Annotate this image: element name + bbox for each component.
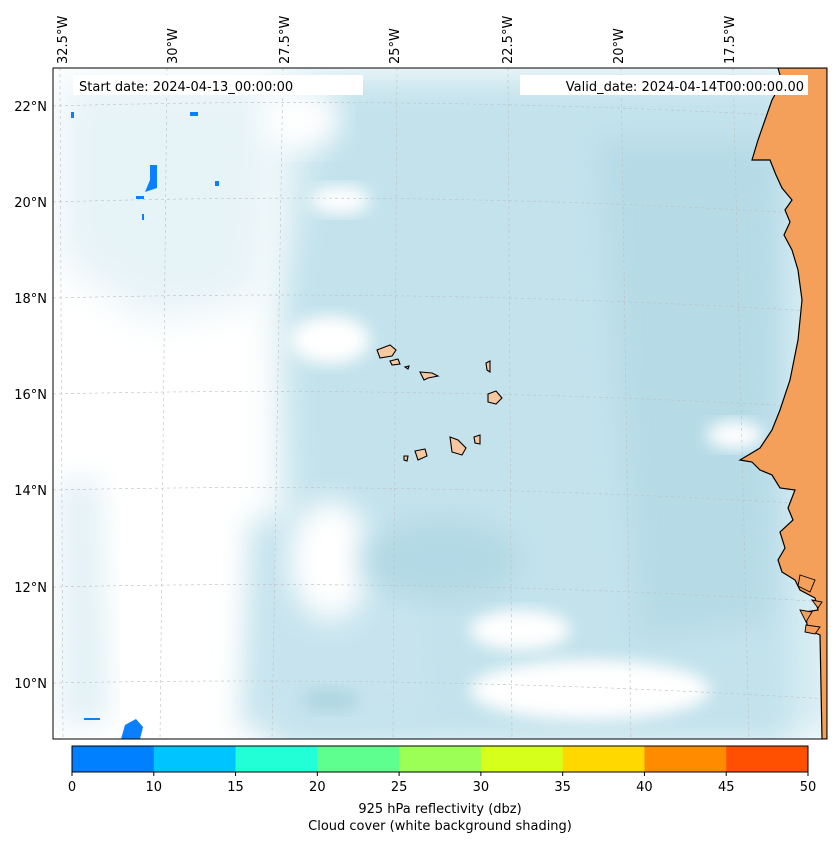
colorbar-frame (71, 745, 809, 773)
cloud-band-east (600, 140, 780, 640)
reflectivity-patches (71, 112, 219, 739)
cloud-clear-gap-2 (290, 316, 370, 364)
meridian-30W (159, 68, 168, 739)
colorbar-label-line1: 925 hPa reflectivity (dbz) (358, 802, 521, 817)
island-boa-vista (487, 390, 503, 405)
lon-label-2: 30°W (166, 28, 181, 64)
island-santiago (449, 436, 467, 456)
meridian-17-5W (732, 68, 750, 739)
cloud-clear-gap-4 (470, 610, 570, 650)
lon-label-5: 22.5°W (501, 16, 516, 64)
parallel-14N (53, 487, 827, 506)
cloud-west-thin (60, 80, 280, 320)
lon-label-1: 32.5°W (56, 16, 71, 64)
lon-label-7: 17.5°W (723, 16, 738, 64)
lon-label-4: 25°W (388, 28, 403, 64)
valid-date-banner (520, 75, 808, 95)
echo-4 (71, 112, 74, 118)
africa-coast-inlet (797, 574, 816, 593)
colorbar-label-line2: Cloud cover (white background shading) (308, 819, 572, 834)
echo-8 (142, 214, 144, 220)
colorbar-segment (726, 746, 809, 772)
colorbar-segment (399, 746, 482, 772)
cloud-dark-patch-1 (360, 520, 520, 600)
colorbar-segment (317, 746, 400, 772)
echo-2 (136, 196, 144, 199)
colorbar-segment (480, 746, 564, 772)
colorbar-tick-label: 30 (473, 780, 490, 795)
cloud-dark-patch-2 (300, 688, 360, 712)
colorbar: 0 10 15 20 25 30 35 40 45 50 (68, 745, 817, 795)
colorbar-tick-label: 35 (554, 780, 571, 795)
echo-7 (215, 181, 219, 186)
colorbar-tick-label: 50 (800, 780, 817, 795)
island-brava (403, 455, 409, 462)
island-sal (485, 360, 491, 374)
lat-label-3: 18°N (14, 292, 47, 307)
island-sao-vicente (389, 358, 401, 366)
cloud-clear-gap-7 (260, 90, 340, 150)
cape-verde-islands (376, 344, 503, 462)
cloud-clear-gap-6 (290, 500, 370, 620)
echo-5 (84, 718, 100, 720)
cloud-clear-gap-1 (310, 186, 370, 214)
parallel-20N (53, 197, 827, 216)
bijagos-islands (799, 599, 823, 635)
colorbar-tick-label: 0 (68, 780, 76, 795)
lon-label-6: 20°W (612, 28, 627, 64)
echo-3 (190, 112, 198, 116)
parallel-10N (53, 680, 827, 700)
colorbar-tick-label: 15 (227, 780, 244, 795)
start-date-text: Start date: 2024-04-13_00:00:00 (79, 80, 293, 95)
island-santo-antao (376, 344, 397, 359)
parallel-22N (53, 102, 827, 119)
island-maio (473, 434, 481, 445)
colorbar-tick-label: 20 (309, 780, 326, 795)
map-panel: Start date: 2024-04-13_00:00:00 Valid_da… (53, 68, 827, 739)
echo-6 (121, 719, 143, 739)
colorbar-segment (72, 746, 155, 772)
lat-label-4: 16°N (14, 388, 47, 403)
cloud-clear-gap-3 (470, 660, 710, 720)
colorbar-segment (153, 746, 237, 772)
meridian-22-5W (507, 68, 513, 739)
start-date-banner (73, 75, 363, 95)
echo-1 (145, 165, 157, 192)
lat-label-1: 22°N (14, 100, 47, 115)
colorbar-tick-label: 10 (146, 780, 163, 795)
gridlines (53, 68, 827, 739)
map-frame (52, 67, 828, 740)
colorbar-tick-label: 40 (636, 780, 653, 795)
colorbar-segment (562, 746, 645, 772)
cloud-west-strip (60, 480, 110, 730)
lat-label-6: 12°N (14, 581, 47, 596)
colorbar-tick-label: 25 (391, 780, 408, 795)
lat-label-7: 10°N (14, 677, 47, 692)
meridian-32-5W (59, 68, 64, 739)
lon-label-3: 27.5°W (278, 16, 293, 64)
latitude-labels: 22°N 20°N 18°N 16°N 14°N 12°N 10°N (14, 100, 47, 692)
meridian-27-5W (271, 68, 284, 739)
cloud-cover-shading (60, 68, 827, 739)
parallel-12N (53, 584, 827, 603)
colorbar-segment (235, 746, 318, 772)
cloud-clear-gap-5 (707, 421, 763, 449)
colorbar-tick-label: 45 (718, 780, 735, 795)
parallel-16N (53, 391, 827, 409)
valid-date-text: Valid_date: 2024-04-14T00:00:00.00 (566, 80, 804, 95)
island-santa-luzia (403, 365, 410, 370)
meridian-25W (392, 68, 398, 739)
island-fogo (414, 448, 428, 461)
meridian-20W (620, 68, 632, 739)
lat-label-5: 14°N (14, 484, 47, 499)
island-sao-nicolau (419, 371, 440, 381)
colorbar-segment (644, 746, 727, 772)
lat-label-2: 20°N (14, 196, 47, 211)
parallel-18N (53, 294, 827, 313)
longitude-labels: 32.5°W 30°W 27.5°W 25°W 22.5°W 20°W 17.5… (56, 16, 738, 64)
